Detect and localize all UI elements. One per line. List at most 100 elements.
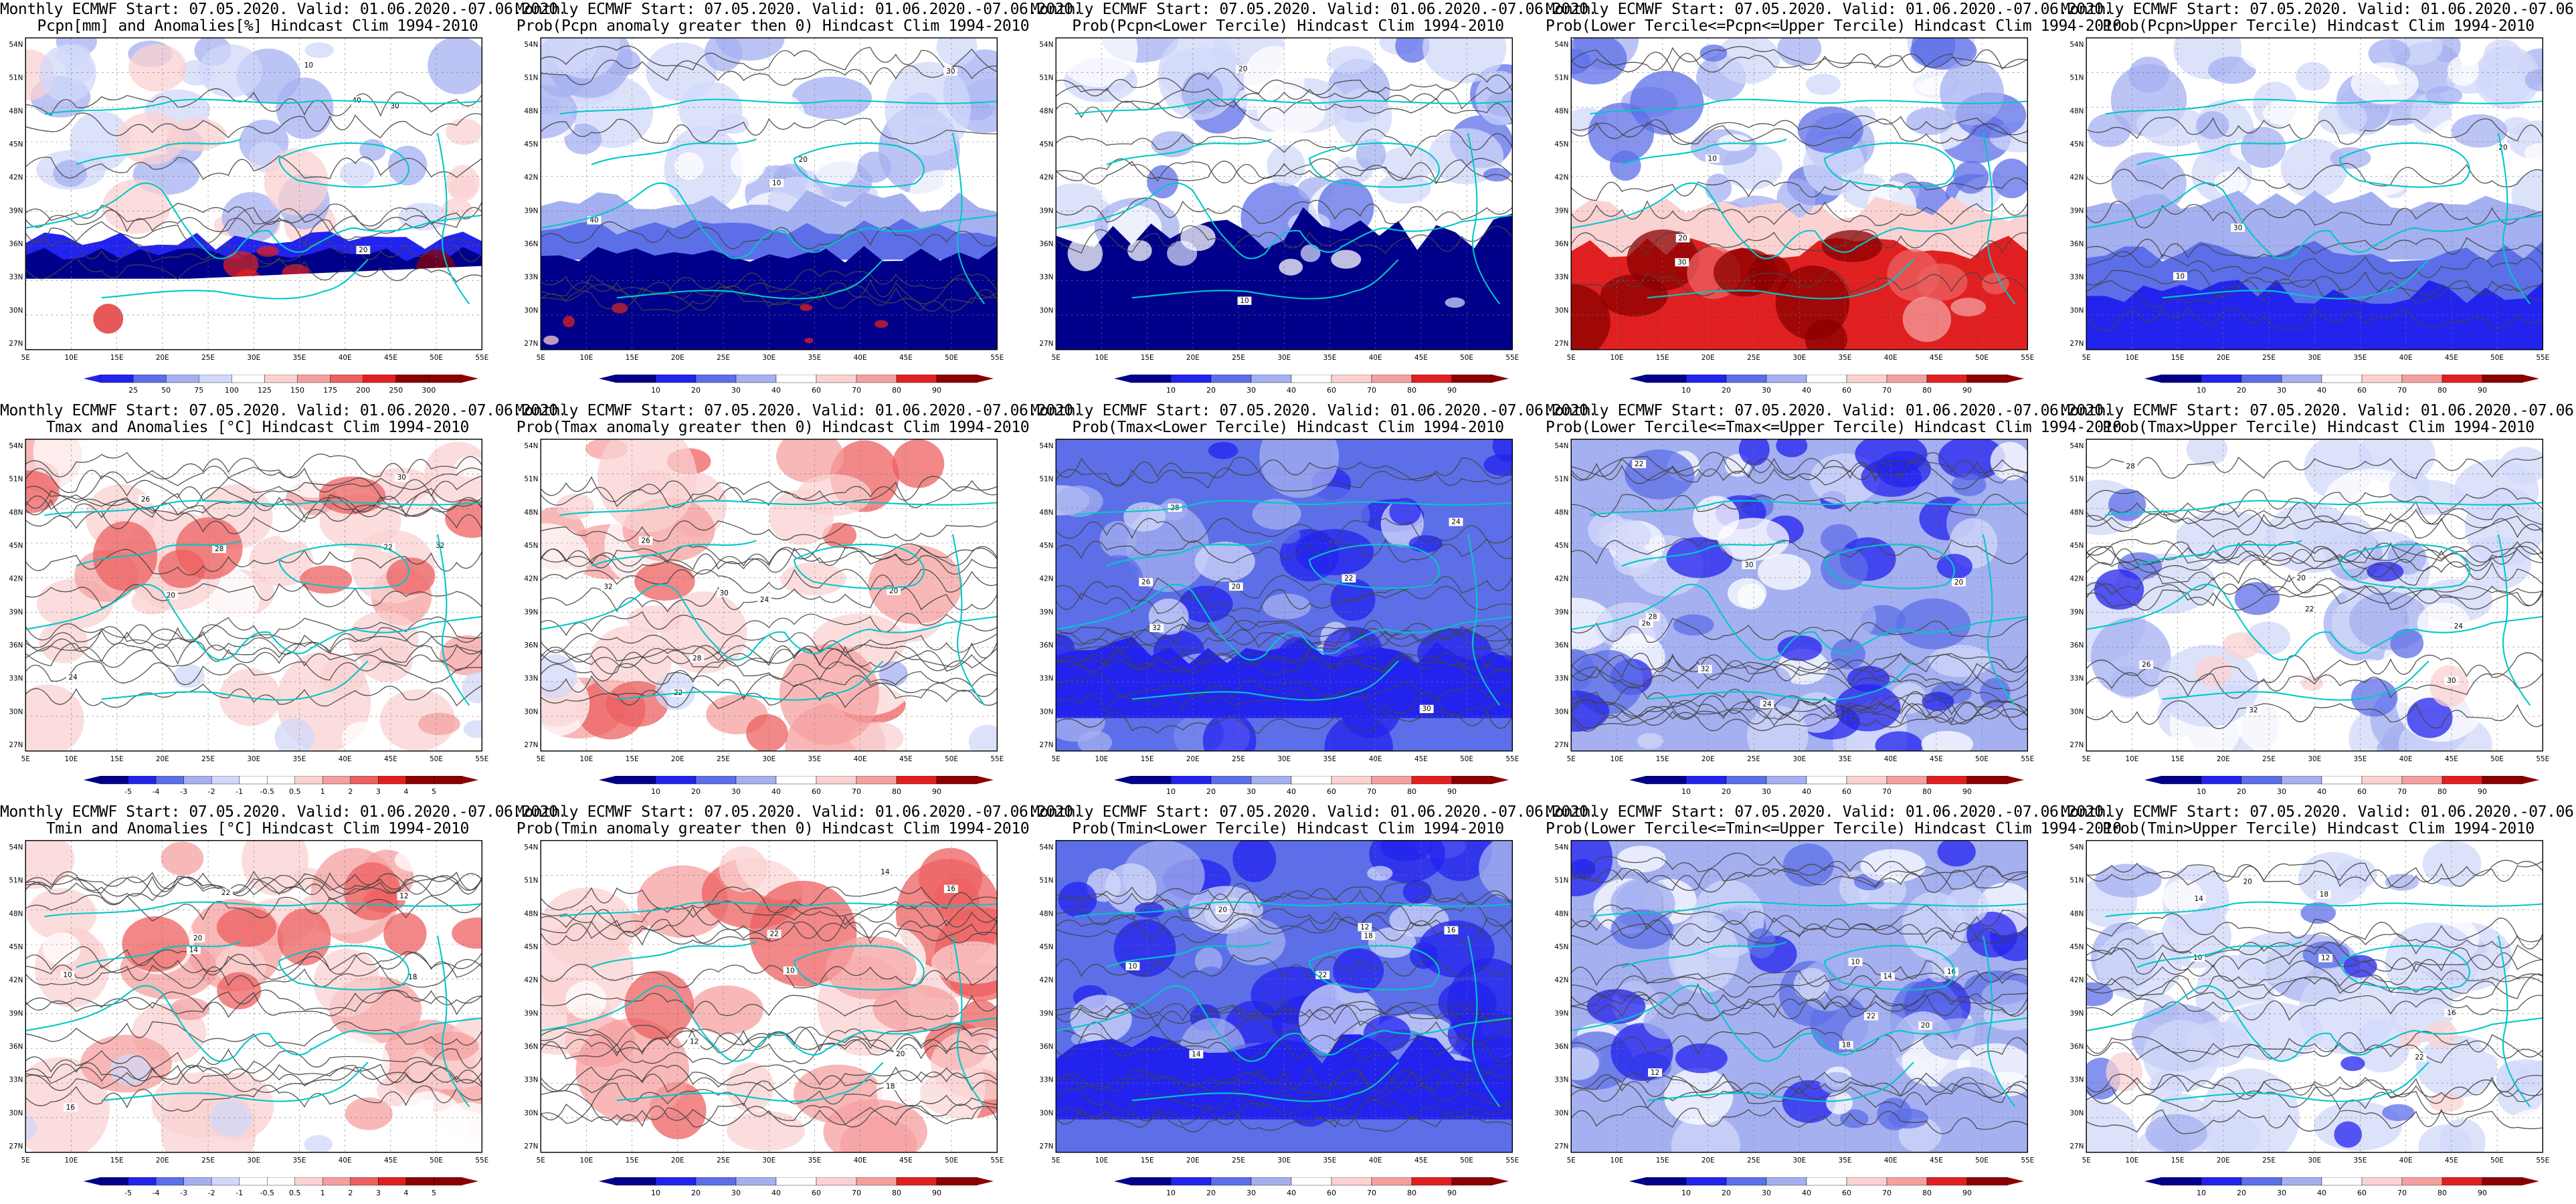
lon-tick-label: 25E: [717, 354, 730, 362]
lon-tick-label: 20E: [671, 354, 684, 362]
lat-tick-label: 51N: [1039, 476, 1053, 484]
panel-title-line2: Prob(Pcpn>Upper Tercile) Hindcast Clim 1…: [2102, 17, 2535, 35]
contour-label: 12: [399, 892, 408, 900]
lat-tick-label: 48N: [524, 107, 538, 115]
lon-tick-label: 20E: [671, 1157, 684, 1165]
colorbar-swatch: [2321, 776, 2363, 785]
contour-label: 10: [63, 971, 72, 979]
lon-tick-label: 55E: [475, 1157, 488, 1165]
colorbar-swatch: [2281, 1177, 2322, 1186]
lon-tick-label: 40E: [1369, 755, 1382, 763]
colorbar-swatch: [199, 375, 232, 383]
contour-label: 24: [760, 596, 769, 604]
lon-tick-label: 30E: [2308, 1157, 2321, 1165]
lon-tick-label: 25E: [717, 755, 730, 763]
lat-tick-label: 51N: [9, 476, 23, 484]
colorbar-tick-label: 80: [892, 386, 901, 395]
map-panel-p4: Monthly ECMWF Start: 07.05.2020. Valid: …: [1546, 0, 2122, 401]
lat-tick-label: 48N: [9, 508, 23, 516]
lat-tick-label: 33N: [1039, 1076, 1053, 1084]
lat-tick-label: 45N: [2069, 943, 2084, 951]
colorbar-tick-label: 90: [2478, 386, 2487, 395]
colorbar-swatch: [735, 776, 777, 785]
lat-tick-label: 30N: [2069, 306, 2084, 314]
lat-tick-label: 33N: [524, 1076, 538, 1084]
lon-tick-label: 35E: [293, 1157, 306, 1165]
colorbar: 10 20 30 40 60 70 80 90: [1114, 1177, 1509, 1197]
panel-title-line1: Monthly ECMWF Start: 07.05.2020. Valid: …: [0, 402, 567, 419]
lat-tick-label: 33N: [2069, 1076, 2084, 1084]
colorbar-tick-label: 30: [1762, 787, 1771, 796]
colorbar-swatch: [1411, 375, 1453, 383]
colorbar-swatch: [1331, 375, 1372, 383]
colorbar-swatch: [155, 776, 184, 785]
contour-label: 26: [641, 537, 650, 545]
forecast-map: 1020304054N51N48N45N42N39N36N33N30N27N5E…: [9, 37, 488, 362]
lon-tick-label: 25E: [1232, 354, 1245, 362]
colorbar-tick-label: 70: [1882, 386, 1892, 395]
colorbar-swatch: [1130, 776, 1172, 785]
colorbar-tick-label: 10: [1166, 386, 1176, 395]
lat-tick-label: 27N: [1039, 741, 1053, 749]
colorbar-tick-label: 90: [1447, 1189, 1457, 1197]
colorbar-tick-label: 175: [323, 386, 337, 395]
colorbar-swatch: [1806, 375, 1847, 383]
lon-tick-label: 10E: [580, 354, 593, 362]
lon-tick-label: 50E: [2490, 1157, 2504, 1165]
colorbar-swatch: [896, 1177, 937, 1186]
lon-tick-label: 25E: [1747, 1157, 1760, 1165]
lat-tick-label: 27N: [9, 1142, 23, 1150]
contour-label: 20: [1218, 906, 1227, 914]
lon-tick-label: 30E: [2308, 354, 2321, 362]
lat-tick-label: 33N: [524, 675, 538, 683]
panel-title-line2: Tmax and Anomalies [°C] Hindcast Clim 19…: [45, 419, 470, 436]
colorbar-swatch: [856, 375, 897, 383]
colorbar-swatch: [2201, 1177, 2242, 1186]
lat-tick-label: 27N: [9, 340, 23, 348]
lat-tick-label: 33N: [9, 1076, 23, 1084]
colorbar-swatch: [735, 1177, 777, 1186]
lon-tick-label: 40E: [1884, 1157, 1898, 1165]
lat-tick-label: 33N: [1039, 274, 1053, 282]
lat-tick-label: 48N: [1554, 508, 1568, 516]
colorbar-swatch: [775, 1177, 817, 1186]
colorbar-swatch: [1451, 1177, 1493, 1186]
panel-title-line1: Monthly ECMWF Start: 07.05.2020. Valid: …: [0, 1, 567, 18]
lat-tick-label: 36N: [1039, 641, 1053, 649]
colorbar-tick-label: 70: [1882, 787, 1892, 796]
lon-tick-label: 10E: [65, 354, 78, 362]
lon-tick-label: 15E: [2171, 1157, 2185, 1165]
forecast-map: 2022242628303254N51N48N45N42N39N36N33N30…: [1039, 438, 1519, 763]
lon-tick-label: 5E: [1052, 354, 1061, 362]
colorbar-swatch: [2401, 375, 2443, 383]
contour-label: 32: [1701, 666, 1710, 674]
colorbar-swatch: [896, 776, 937, 785]
lon-tick-label: 55E: [2021, 755, 2034, 763]
contour-label: 20: [896, 1050, 905, 1058]
lon-tick-label: 15E: [2171, 354, 2185, 362]
colorbar-swatch: [1766, 776, 1807, 785]
contour-label: 32: [1152, 624, 1161, 632]
colorbar-swatch: [128, 1177, 157, 1186]
lat-tick-label: 36N: [2069, 240, 2084, 248]
colorbar-tick-label: 70: [1882, 1189, 1892, 1197]
lon-tick-label: 45E: [2445, 354, 2458, 362]
lon-tick-label: 35E: [1323, 1157, 1337, 1165]
lat-tick-label: 27N: [1039, 340, 1053, 348]
lon-tick-label: 35E: [2354, 755, 2367, 763]
colorbar-swatch: [395, 375, 430, 383]
colorbar-swatch: [363, 375, 397, 383]
lon-tick-label: 30E: [1277, 354, 1291, 362]
panel-title-line2: Prob(Tmax<Lower Tercile) Hindcast Clim 1…: [1072, 419, 1504, 436]
colorbar-tick-label: 125: [258, 386, 272, 395]
colorbar-swatch: [330, 375, 363, 383]
lat-tick-label: 48N: [524, 508, 538, 516]
lon-tick-label: 50E: [430, 354, 443, 362]
contour-label: 10: [1240, 297, 1249, 305]
lat-tick-label: 45N: [524, 542, 538, 550]
colorbar-swatch: [267, 1177, 295, 1186]
lon-tick-label: 35E: [808, 1157, 822, 1165]
colorbar-swatch: [2401, 1177, 2443, 1186]
lon-tick-label: 45E: [1930, 1157, 1943, 1165]
lat-tick-label: 45N: [524, 140, 538, 148]
